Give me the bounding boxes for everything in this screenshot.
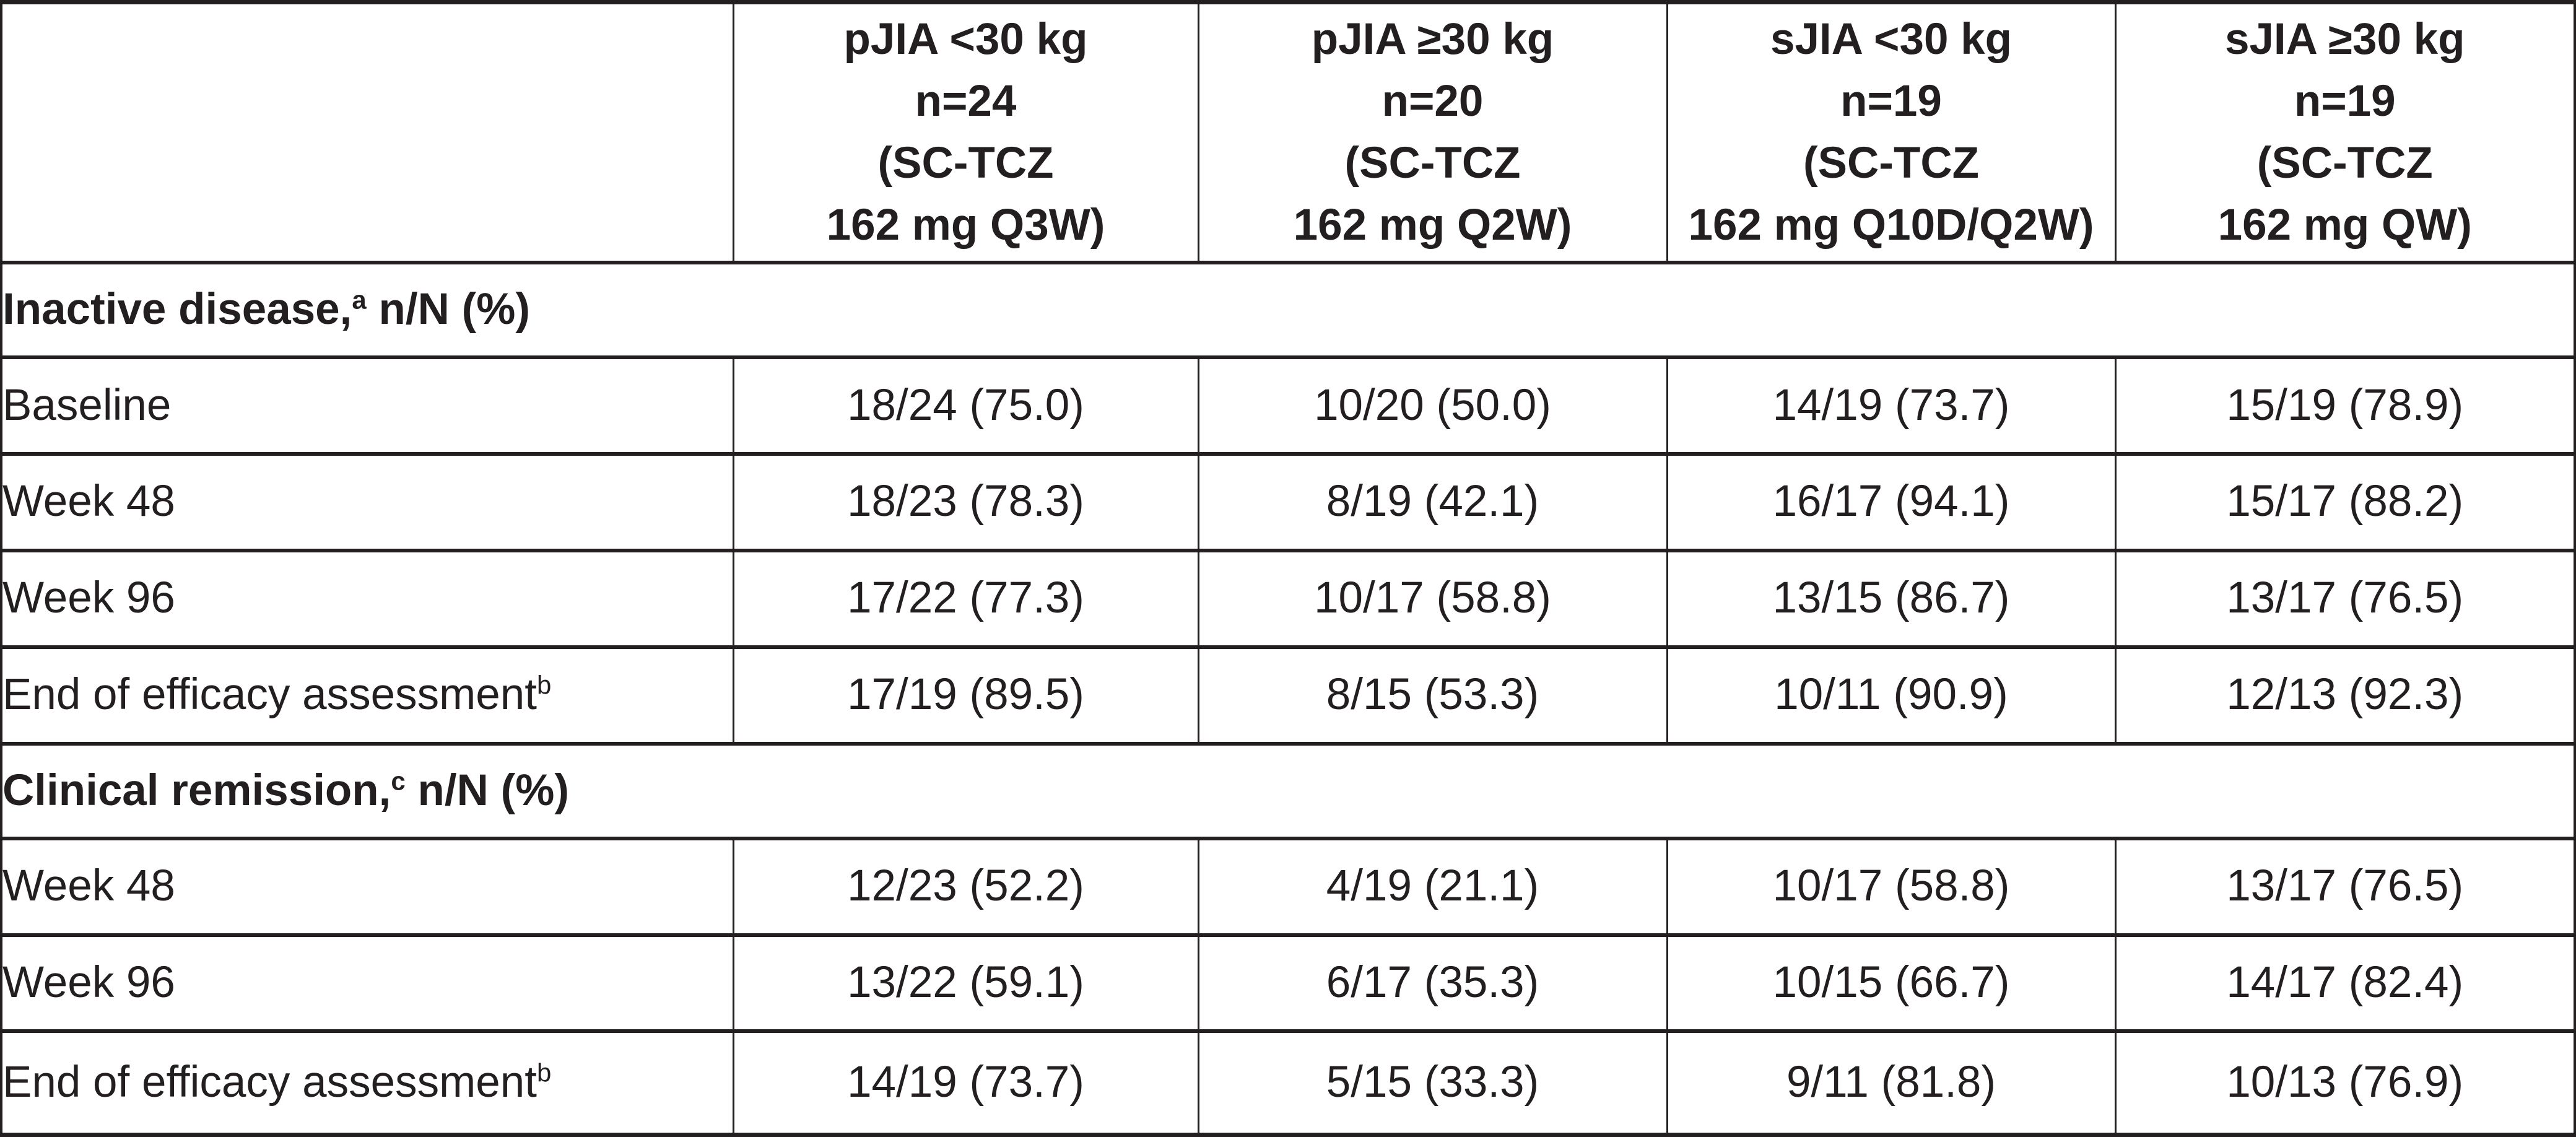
table-row: End of efficacy assessmentb 14/19 (73.7)… [1, 1031, 2575, 1137]
data-cell: 9/11 (81.8) [1666, 1031, 2115, 1137]
table-header-row: pJIA <30 kg n=24 (SC-TCZ 162 mg Q3W) pJI… [1, 2, 2575, 265]
column-header-pjia-ge30: pJIA ≥30 kg n=20 (SC-TCZ 162 mg Q2W) [1197, 2, 1667, 265]
footnote-marker-b: b [536, 1058, 552, 1087]
section-title-text: Clinical remission, [2, 765, 391, 815]
header-line: n=19 [1840, 77, 1942, 126]
data-cell: 14/17 (82.4) [2114, 934, 2575, 1034]
header-corner-cell [1, 2, 733, 265]
data-cell: 10/11 (90.9) [1666, 647, 2115, 746]
header-line: sJIA ≥30 kg [2224, 15, 2465, 64]
table-row: Week 48 12/23 (52.2) 4/19 (21.1) 10/17 (… [1, 838, 2575, 937]
row-label: Week 48 [1, 838, 733, 937]
data-cell: 10/17 (58.8) [1666, 838, 2115, 937]
row-label: Week 96 [1, 934, 733, 1034]
header-line: 162 mg QW) [2217, 201, 2472, 250]
data-cell: 16/17 (94.1) [1666, 453, 2115, 552]
row-label-text: Week 48 [2, 861, 175, 911]
data-cell: 13/15 (86.7) [1666, 550, 2115, 649]
row-label-text: End of efficacy assessment [2, 670, 537, 720]
section-title-text: Inactive disease, [2, 285, 352, 334]
column-header-pjia-lt30: pJIA <30 kg n=24 (SC-TCZ 162 mg Q3W) [732, 2, 1198, 265]
data-cell: 8/19 (42.1) [1197, 453, 1667, 552]
data-cell: 13/17 (76.5) [2114, 838, 2575, 937]
data-cell: 12/23 (52.2) [732, 838, 1198, 937]
data-cell: 10/17 (58.8) [1197, 550, 1667, 649]
row-label: Week 96 [1, 550, 733, 649]
row-label-text: Baseline [2, 380, 172, 430]
section-header-inactive-disease: Inactive disease,a n/N (%) [1, 263, 2575, 359]
data-cell: 18/24 (75.0) [732, 357, 1198, 456]
data-cell: 12/13 (92.3) [2114, 647, 2575, 746]
table-row: Week 96 13/22 (59.1) 6/17 (35.3) 10/15 (… [1, 934, 2575, 1034]
data-cell: 15/17 (88.2) [2114, 453, 2575, 552]
row-label-text: Week 48 [2, 477, 175, 526]
data-cell: 14/19 (73.7) [1666, 357, 2115, 456]
data-cell: 8/15 (53.3) [1197, 647, 1667, 746]
header-line: pJIA <30 kg [843, 15, 1088, 64]
data-cell: 13/22 (59.1) [732, 934, 1198, 1034]
data-cell: 10/15 (66.7) [1666, 934, 2115, 1034]
data-cell: 17/22 (77.3) [732, 550, 1198, 649]
section-title-suffix: n/N (%) [405, 765, 569, 815]
row-label: End of efficacy assessmentb [1, 647, 733, 746]
data-cell: 4/19 (21.1) [1197, 838, 1667, 937]
table-row: Week 96 17/22 (77.3) 10/17 (58.8) 13/15 … [1, 550, 2575, 649]
row-label: Baseline [1, 357, 733, 456]
section-header-clinical-remission: Clinical remission,c n/N (%) [1, 743, 2575, 840]
row-label: End of efficacy assessmentb [1, 1031, 733, 1137]
data-cell: 5/15 (33.3) [1197, 1031, 1667, 1137]
header-line: n=19 [2294, 77, 2396, 126]
header-line: n=24 [915, 77, 1017, 126]
section-title: Clinical remission,c n/N (%) [1, 743, 2575, 840]
header-line: 162 mg Q2W) [1293, 201, 1572, 250]
footnote-marker-a: a [352, 285, 367, 315]
data-cell: 17/19 (89.5) [732, 647, 1198, 746]
row-label-text: Week 96 [2, 958, 175, 1008]
header-line: (SC-TCZ [1803, 139, 1979, 188]
data-cell: 14/19 (73.7) [732, 1031, 1198, 1137]
header-line: pJIA ≥30 kg [1311, 15, 1554, 64]
header-line: sJIA <30 kg [1770, 15, 2012, 64]
header-line: (SC-TCZ [2256, 139, 2433, 188]
section-title: Inactive disease,a n/N (%) [1, 263, 2575, 359]
section-title-suffix: n/N (%) [366, 285, 531, 334]
data-cell: 10/20 (50.0) [1197, 357, 1667, 456]
header-line: 162 mg Q3W) [826, 201, 1105, 250]
header-line: n=20 [1382, 77, 1484, 126]
row-label: Week 48 [1, 453, 733, 552]
header-line: (SC-TCZ [1344, 139, 1521, 188]
header-line: (SC-TCZ [877, 139, 1054, 188]
footnote-marker-c: c [391, 766, 406, 796]
data-cell: 6/17 (35.3) [1197, 934, 1667, 1034]
data-cell: 15/19 (78.9) [2114, 357, 2575, 456]
column-header-sjia-lt30: sJIA <30 kg n=19 (SC-TCZ 162 mg Q10D/Q2W… [1666, 2, 2115, 265]
row-label-text: Week 96 [2, 573, 175, 623]
footnote-marker-b: b [536, 670, 552, 700]
row-label-text: End of efficacy assessment [2, 1058, 537, 1107]
table-row: End of efficacy assessmentb 17/19 (89.5)… [1, 647, 2575, 746]
column-header-sjia-ge30: sJIA ≥30 kg n=19 (SC-TCZ 162 mg QW) [2114, 2, 2575, 265]
table-row: Baseline 18/24 (75.0) 10/20 (50.0) 14/19… [1, 357, 2575, 456]
data-cell: 10/13 (76.9) [2114, 1031, 2575, 1137]
table-row: Week 48 18/23 (78.3) 8/19 (42.1) 16/17 (… [1, 453, 2575, 552]
data-cell: 13/17 (76.5) [2114, 550, 2575, 649]
header-line: 162 mg Q10D/Q2W) [1688, 201, 2094, 250]
data-cell: 18/23 (78.3) [732, 453, 1198, 552]
